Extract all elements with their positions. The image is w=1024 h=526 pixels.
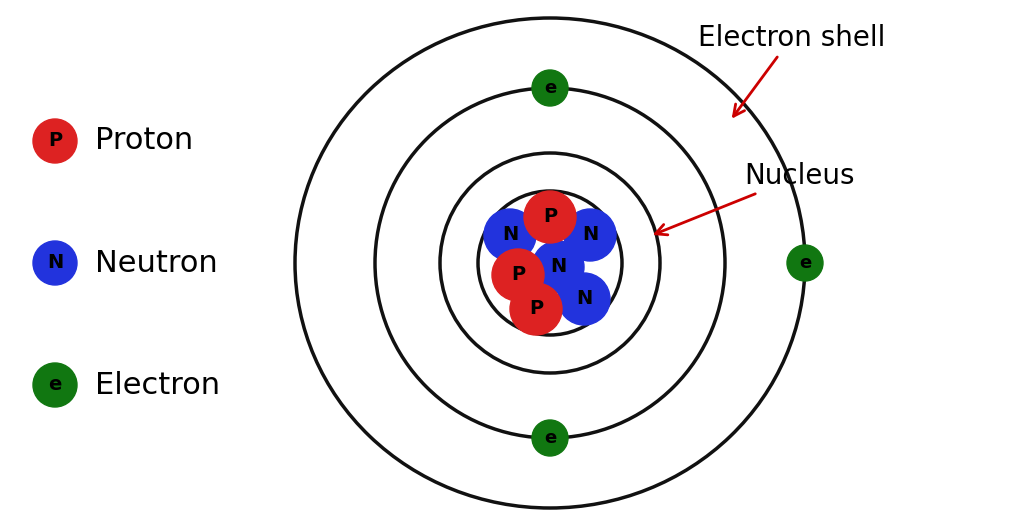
Circle shape [33,119,77,163]
Text: N: N [582,226,598,245]
Text: Electron: Electron [95,370,220,400]
Circle shape [524,191,575,243]
Circle shape [787,245,823,281]
Text: Nucleus: Nucleus [655,162,855,235]
Circle shape [478,191,622,335]
Text: Electron shell: Electron shell [697,24,885,116]
Text: P: P [529,299,543,319]
Text: P: P [543,207,557,227]
Circle shape [492,249,544,301]
Text: e: e [544,79,556,97]
Text: N: N [47,254,63,272]
Circle shape [532,420,568,456]
Circle shape [558,273,610,325]
Circle shape [532,241,584,293]
Text: P: P [48,132,62,150]
Circle shape [564,209,616,261]
Text: Neutron: Neutron [95,248,218,278]
Circle shape [33,241,77,285]
Text: Proton: Proton [95,126,194,156]
Circle shape [532,70,568,106]
Text: e: e [544,429,556,447]
Text: e: e [48,376,61,394]
Circle shape [484,209,536,261]
Text: N: N [575,289,592,309]
Text: P: P [511,266,525,285]
Circle shape [33,363,77,407]
Circle shape [510,283,562,335]
Text: N: N [550,258,566,277]
Text: e: e [799,254,811,272]
Text: N: N [502,226,518,245]
